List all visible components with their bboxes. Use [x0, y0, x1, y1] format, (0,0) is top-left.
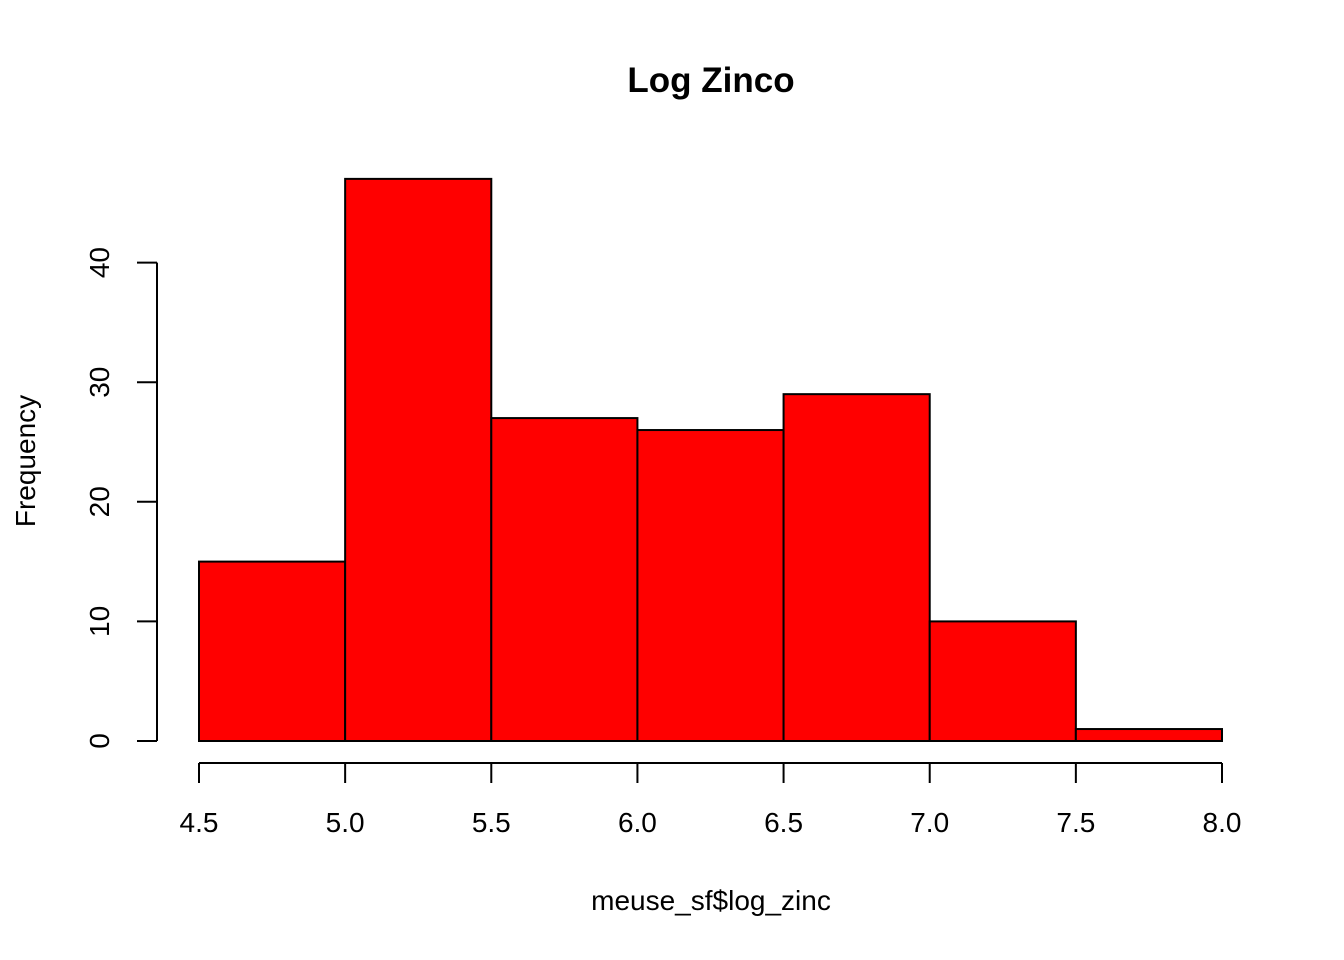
x-tick-label-3: 6.0 [618, 807, 657, 838]
x-tick-label-6: 7.5 [1056, 807, 1095, 838]
x-tick-label-5: 7.0 [910, 807, 949, 838]
histogram-bar-3 [636, 429, 785, 742]
y-tick-label-1: 10 [84, 606, 115, 637]
chart-title: Log Zinco [627, 61, 794, 100]
y-tick-label-0: 0 [84, 733, 115, 749]
histogram-bar-6 [1074, 728, 1224, 742]
histogram-bar-1 [344, 177, 493, 742]
x-tick-label-1: 5.0 [326, 807, 365, 838]
y-tick-label-3: 30 [84, 367, 115, 398]
x-tick-label-7: 8.0 [1203, 807, 1242, 838]
x-axis-label: meuse_sf$log_zinc [591, 885, 831, 916]
y-tick-label-2: 20 [84, 486, 115, 517]
x-tick-label-4: 6.5 [764, 807, 803, 838]
x-axis: 4.5 5.0 5.5 6.0 6.5 7.0 7.5 8.0 [180, 762, 1242, 838]
histogram-bar-0 [198, 560, 347, 742]
x-tick-label-2: 5.5 [472, 807, 511, 838]
histogram-bar-2 [490, 417, 639, 742]
y-axis-label: Frequency [10, 395, 41, 527]
x-tick-label-0: 4.5 [180, 807, 219, 838]
histogram-bar-5 [928, 620, 1077, 743]
histogram-bar-4 [782, 393, 931, 742]
y-tick-label-4: 40 [84, 247, 115, 278]
bars-group [198, 177, 1224, 743]
y-axis: 0 10 20 30 40 [84, 247, 158, 749]
